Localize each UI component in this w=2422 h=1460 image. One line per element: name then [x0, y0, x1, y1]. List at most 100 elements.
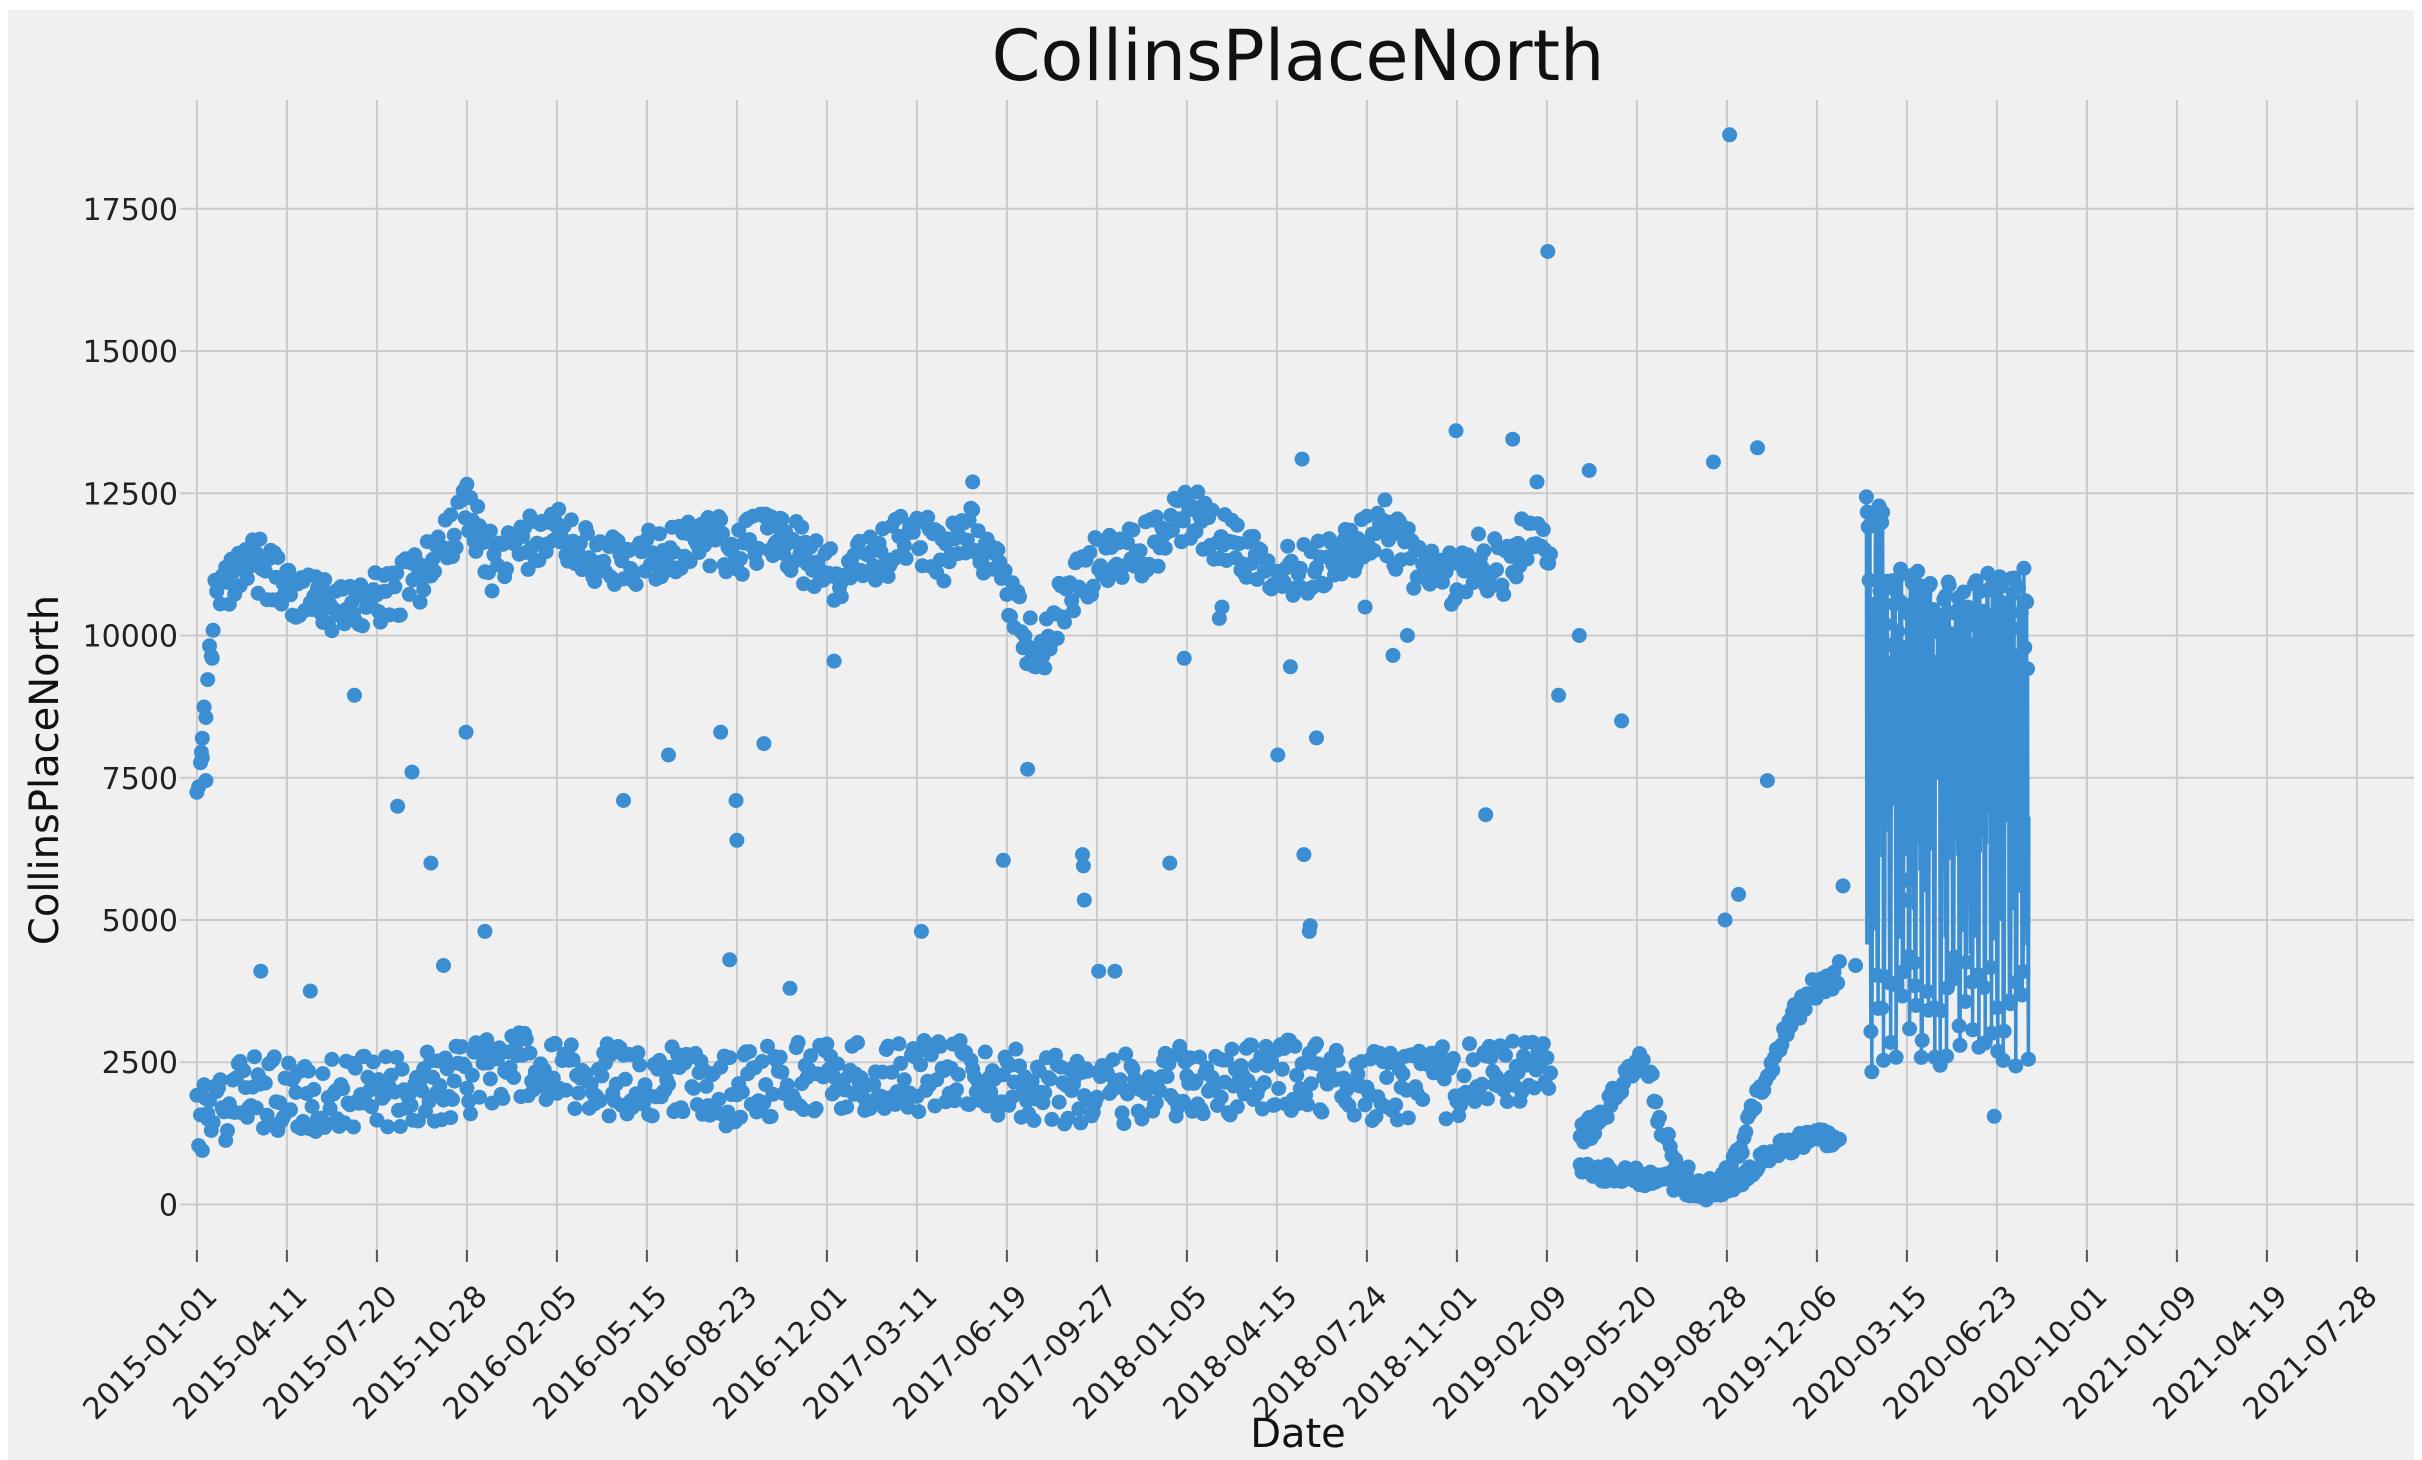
data-point — [390, 798, 406, 814]
data-point — [1958, 954, 1974, 970]
data-point — [1089, 1089, 1105, 1105]
data-point — [403, 1097, 419, 1113]
data-point — [248, 1100, 264, 1116]
data-point — [1471, 526, 1486, 542]
data-point — [1192, 1049, 1207, 1065]
data-point — [1118, 1046, 1134, 1062]
data-point — [389, 565, 405, 581]
data-point — [675, 1104, 691, 1120]
data-point — [281, 1055, 297, 1071]
data-point — [1952, 1037, 1968, 1053]
data-point — [304, 1099, 320, 1114]
data-point — [628, 577, 644, 592]
data-point — [1204, 1069, 1220, 1085]
data-point — [1877, 616, 1893, 632]
data-point — [592, 1093, 608, 1109]
data-point — [1049, 630, 1065, 646]
data-point — [1499, 1094, 1515, 1109]
data-point — [1384, 527, 1400, 543]
data-point — [446, 527, 462, 543]
data-point — [288, 1085, 304, 1100]
y-tick-label: 12500 — [83, 477, 178, 512]
data-point — [1648, 1094, 1664, 1110]
data-point — [2020, 1051, 2036, 1067]
data-point — [563, 1037, 579, 1053]
data-point — [1981, 613, 1997, 629]
data-point — [1292, 560, 1308, 576]
data-point — [866, 1076, 882, 1092]
data-point — [414, 1083, 430, 1099]
data-point — [1148, 1095, 1164, 1111]
data-point — [1987, 653, 2003, 669]
data-point — [458, 724, 474, 740]
data-point — [2016, 560, 2032, 576]
data-point — [1505, 431, 1521, 447]
data-point — [565, 1052, 581, 1068]
data-point — [1888, 1049, 1904, 1065]
data-point — [686, 1080, 702, 1096]
data-point — [1848, 958, 1864, 973]
data-point — [1861, 572, 1877, 588]
data-point — [1540, 244, 1556, 259]
data-point — [661, 1076, 676, 1092]
data-point — [1734, 1145, 1750, 1161]
data-point — [205, 622, 221, 638]
data-point — [1870, 1001, 1886, 1016]
data-point — [1931, 653, 1947, 669]
data-point — [1107, 963, 1123, 979]
data-point — [484, 583, 500, 599]
data-point — [1957, 994, 1973, 1009]
data-point — [315, 1066, 331, 1082]
data-point — [194, 730, 210, 746]
data-point — [997, 563, 1013, 579]
data-point — [949, 1082, 964, 1098]
data-point — [1939, 1048, 1954, 1064]
data-point — [1012, 589, 1027, 605]
data-point — [1134, 1111, 1150, 1127]
data-point — [427, 564, 442, 579]
y-tick-label: 7500 — [102, 762, 178, 797]
data-point — [2004, 621, 2020, 636]
data-point — [317, 572, 333, 588]
data-point — [1535, 522, 1551, 538]
data-point — [490, 1051, 505, 1067]
data-point — [1489, 562, 1504, 578]
data-point — [1480, 1091, 1495, 1107]
data-point — [632, 1057, 648, 1073]
data-point — [1303, 1076, 1319, 1092]
data-point — [1957, 654, 1972, 670]
data-point — [790, 1034, 806, 1050]
data-point — [1159, 1069, 1175, 1085]
data-point — [1976, 980, 1992, 995]
data-point — [1214, 599, 1230, 615]
data-point — [749, 556, 765, 571]
data-point — [248, 545, 264, 561]
data-point — [587, 574, 603, 589]
data-point — [965, 502, 981, 518]
data-point — [324, 623, 340, 639]
data-point — [2014, 987, 2030, 1003]
data-point — [1044, 1111, 1060, 1127]
data-point — [1190, 484, 1206, 500]
data-point — [1388, 1097, 1404, 1113]
data-point — [1474, 1076, 1490, 1092]
data-point — [283, 587, 298, 603]
data-point — [763, 1109, 779, 1124]
data-point — [974, 553, 990, 569]
data-point — [1505, 1033, 1521, 1049]
data-point — [479, 1032, 495, 1048]
data-point — [1933, 1003, 1949, 1019]
data-point — [734, 566, 750, 582]
data-point — [1270, 747, 1286, 763]
data-point — [1456, 1068, 1472, 1084]
data-point — [782, 980, 798, 996]
data-point — [1246, 528, 1261, 544]
data-point — [432, 1078, 448, 1093]
data-point — [896, 1072, 912, 1088]
data-point — [1922, 576, 1938, 591]
data-point — [826, 653, 842, 669]
data-point — [1908, 998, 1924, 1013]
data-point — [335, 1081, 351, 1097]
chart-title: CollinsPlaceNorth — [992, 15, 1605, 97]
data-point — [833, 589, 849, 605]
